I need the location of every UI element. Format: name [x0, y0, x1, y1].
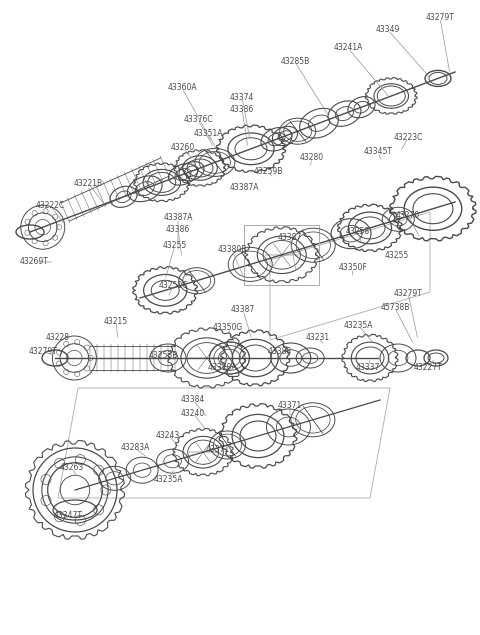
- Text: 43386: 43386: [230, 105, 254, 114]
- Text: 43255: 43255: [163, 241, 187, 250]
- Text: 43223C: 43223C: [393, 133, 423, 142]
- Text: 43243: 43243: [156, 431, 180, 439]
- Text: 43386: 43386: [166, 225, 190, 234]
- Text: 43280: 43280: [300, 154, 324, 163]
- Text: 43240: 43240: [181, 408, 205, 417]
- Text: 43235A: 43235A: [343, 321, 373, 330]
- Text: 43351A: 43351A: [193, 128, 223, 138]
- Text: 43360A: 43360A: [167, 83, 197, 93]
- Text: 43279T: 43279T: [29, 347, 58, 356]
- Text: 43222C: 43222C: [36, 201, 65, 210]
- Text: 43337: 43337: [356, 363, 380, 373]
- Text: 43279T: 43279T: [426, 13, 455, 22]
- Text: 43253B: 43253B: [148, 351, 178, 359]
- Text: 43227T: 43227T: [414, 363, 443, 373]
- Text: 43255: 43255: [385, 250, 409, 260]
- Text: 43380B: 43380B: [217, 246, 247, 255]
- Text: 43259B: 43259B: [253, 168, 283, 177]
- Text: 43349: 43349: [376, 25, 400, 34]
- Text: 43374: 43374: [230, 93, 254, 102]
- Text: 43270: 43270: [396, 210, 420, 220]
- Text: 43371: 43371: [206, 446, 230, 455]
- Text: 43370A: 43370A: [207, 363, 237, 373]
- Text: 43376C: 43376C: [183, 116, 213, 124]
- Text: 45738B: 45738B: [380, 304, 410, 312]
- Text: 43387A: 43387A: [229, 182, 259, 192]
- Text: 43250C: 43250C: [158, 281, 188, 290]
- Text: 43350F: 43350F: [338, 264, 367, 272]
- Text: 43228: 43228: [46, 333, 70, 342]
- Text: 43285B: 43285B: [280, 58, 310, 67]
- Text: 43221B: 43221B: [73, 178, 103, 187]
- Text: 43279T: 43279T: [394, 288, 422, 298]
- Text: 43388: 43388: [268, 347, 292, 356]
- Text: 43347T: 43347T: [53, 511, 83, 519]
- Text: 43241A: 43241A: [333, 44, 363, 53]
- Text: 43387A: 43387A: [163, 213, 193, 222]
- Text: 43387: 43387: [231, 305, 255, 314]
- Text: 43258: 43258: [346, 227, 370, 236]
- Text: 43387: 43387: [278, 234, 302, 243]
- Text: 43371: 43371: [278, 401, 302, 410]
- Text: 43263: 43263: [60, 464, 84, 472]
- Text: 43283A: 43283A: [120, 443, 150, 453]
- Text: 43350G: 43350G: [213, 323, 243, 333]
- Text: 43345T: 43345T: [363, 147, 393, 156]
- Text: 43384: 43384: [181, 396, 205, 404]
- Text: 43235A: 43235A: [153, 476, 183, 485]
- Text: 43269T: 43269T: [20, 258, 48, 267]
- Text: 43215: 43215: [104, 318, 128, 326]
- Text: 43231: 43231: [306, 333, 330, 342]
- Text: 43260: 43260: [171, 144, 195, 152]
